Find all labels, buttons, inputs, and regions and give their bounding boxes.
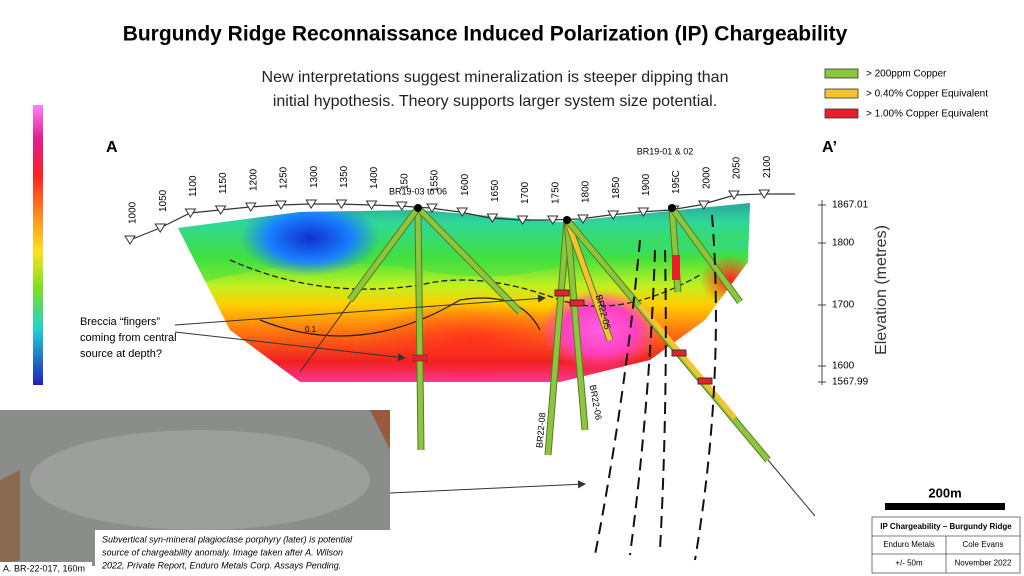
station-label: 2100 xyxy=(762,155,773,178)
elevation-title: Elevation (metres) xyxy=(873,225,890,355)
scale-label: 200m xyxy=(928,485,961,500)
station-marker xyxy=(728,190,740,200)
title-block-cell: +/- 50m xyxy=(895,559,923,568)
station-label: 1750 xyxy=(550,181,561,204)
station-marker xyxy=(184,208,197,218)
legend-label: > 0.40% Copper Equivalent xyxy=(866,89,988,100)
station-marker xyxy=(426,203,438,213)
annotation: coming from central xyxy=(80,332,177,344)
station-label: 1050 xyxy=(158,189,169,212)
station-label: 1850 xyxy=(611,176,622,199)
title: Burgundy Ridge Reconnaissance Induced Po… xyxy=(123,23,848,46)
subtitle: initial hypothesis. Theory supports larg… xyxy=(273,93,717,110)
stations: 1000 1050 1100 1150 1200 1250 1300 1350 1400 150 1… xyxy=(124,155,773,245)
hole-label: BR22-08 xyxy=(534,412,547,448)
title-block-cell: Enduro Metals xyxy=(883,540,935,549)
station-marker xyxy=(154,223,167,233)
station-label: 1700 xyxy=(520,181,531,204)
station-marker xyxy=(758,189,771,199)
station-marker xyxy=(516,215,529,225)
station-marker xyxy=(335,199,348,209)
station-marker xyxy=(637,207,650,217)
station-marker xyxy=(305,199,318,209)
scale-bar xyxy=(885,503,1005,510)
photo-caption: 2022, Private Report, Enduro Metals Corp… xyxy=(101,560,341,570)
annotation: Breccia “fingers” xyxy=(80,316,160,328)
hole-label: BR19-01 & 02 xyxy=(637,146,694,156)
hole-label: BR19-03 to 06 xyxy=(389,186,447,196)
title-block-cell: November 2022 xyxy=(955,559,1012,568)
station-marker xyxy=(697,200,710,210)
interpreted-dykes xyxy=(594,214,717,561)
photo-label: A. BR-22-017, 160m xyxy=(3,563,85,573)
station-label: 1150 xyxy=(218,172,229,194)
station-label: 150 xyxy=(399,173,410,190)
station-label: 1600 xyxy=(460,173,471,196)
station-label: 2050 xyxy=(732,156,743,179)
station-label: 1800 xyxy=(581,180,592,203)
elevation-labels: 1867.01 1800 1700 1600 1567.99 xyxy=(818,200,869,388)
photo-caption: Subvertical syn-mineral plagioclase porp… xyxy=(102,534,353,544)
core-photo xyxy=(0,410,390,576)
elevation-label: 1700 xyxy=(832,300,855,311)
drill-holes xyxy=(299,204,816,517)
subtitle: New interpretations suggest mineralizati… xyxy=(262,69,729,86)
station-marker xyxy=(577,214,589,224)
title-block xyxy=(871,516,1021,574)
station-marker xyxy=(275,200,287,210)
station-marker xyxy=(365,200,378,210)
contour-label: 0.1 xyxy=(305,325,317,334)
station-label: 1400 xyxy=(369,166,380,189)
legend-label: > 1.00% Copper Equivalent xyxy=(866,109,988,120)
legend-label: > 200ppm Copper xyxy=(866,69,947,80)
legend: > 200ppm Copper > 0.40% Copper Equivalent… xyxy=(824,68,988,120)
station-marker xyxy=(124,235,136,245)
station-label: 195C xyxy=(671,170,682,194)
station-label: 1200 xyxy=(248,168,259,191)
legend-swatch xyxy=(824,68,859,79)
annotation-arrows xyxy=(174,294,586,494)
title-block-title: IP Chargeability – Burgundy Ridge xyxy=(880,522,1012,531)
section-start: A xyxy=(106,139,118,156)
legend-swatch xyxy=(824,88,859,99)
station-label: 1550 xyxy=(430,169,441,192)
station-label: 1100 xyxy=(188,175,199,197)
station-label: 1900 xyxy=(641,173,652,196)
elevation-label: 1567.99 xyxy=(832,377,869,388)
elevation-label: 1867.01 xyxy=(832,200,869,211)
station-marker xyxy=(395,201,408,211)
title-block-cell: Cole Evans xyxy=(963,540,1004,549)
elevation-label: 1600 xyxy=(832,361,855,372)
station-marker xyxy=(546,215,559,225)
station-label: 2000 xyxy=(701,166,712,189)
hole-label: BR22-06 xyxy=(588,384,604,421)
station-label: 1650 xyxy=(490,179,501,202)
section-end: A’ xyxy=(822,139,837,156)
legend-swatch xyxy=(824,108,859,119)
station-marker xyxy=(486,213,499,223)
photo-caption: source of chargeability anomaly. Image t… xyxy=(102,547,343,557)
colorbar xyxy=(33,105,43,385)
station-label: 1300 xyxy=(309,165,320,188)
elevation-label: 1800 xyxy=(832,238,855,249)
ip-section xyxy=(178,203,750,382)
station-label: 1350 xyxy=(339,165,350,188)
annotation: source at depth? xyxy=(80,348,162,360)
station-marker xyxy=(214,205,227,215)
station-label: 1000 xyxy=(128,201,139,224)
station-label: 1250 xyxy=(279,166,290,189)
station-marker xyxy=(244,202,257,212)
station-marker xyxy=(456,207,469,217)
station-marker xyxy=(607,210,620,220)
